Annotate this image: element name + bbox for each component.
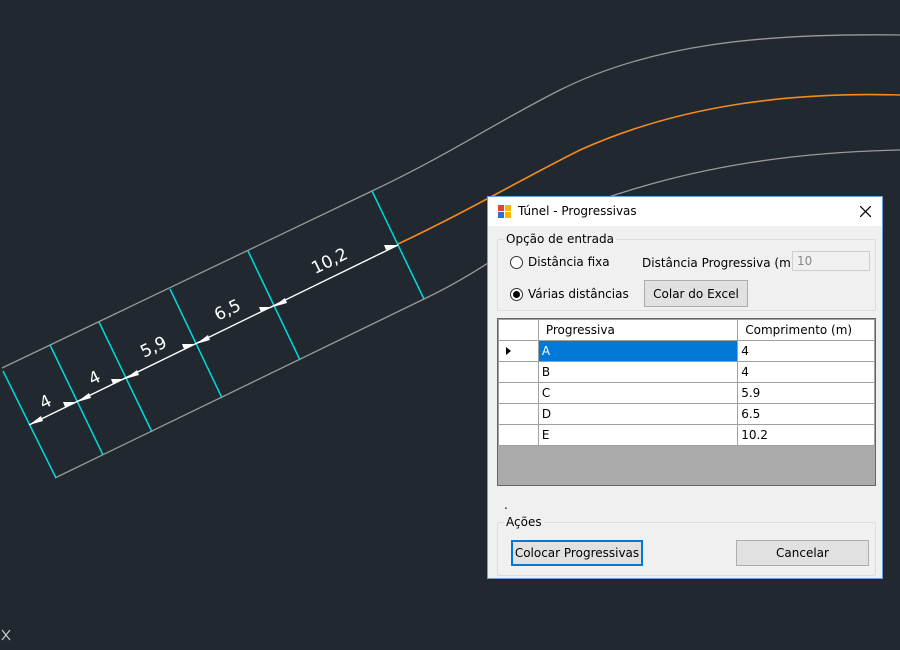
dimension-arrow [259,307,273,312]
cell-comprimento[interactable]: 4 [737,361,875,383]
dialog-titlebar[interactable]: Túnel - Progressivas [488,197,882,226]
dimension-arrow [125,370,139,379]
distance-label: Distância Progressiva (m): [642,256,800,270]
close-icon [860,206,871,217]
cell-progressiva[interactable]: E [537,424,739,446]
dimension-arrow [77,393,91,402]
row-header[interactable] [498,340,539,362]
dimension-label: 6,5 [211,296,244,326]
cell-comprimento[interactable]: 10.2 [737,424,875,446]
app-icon [498,205,512,218]
dimension-arrow [196,335,210,344]
cell-comprimento[interactable]: 5.9 [737,382,875,404]
current-row-arrow-icon [506,347,511,355]
ucs-icon [1,629,11,641]
tunnel-upper-edge [1,34,900,369]
dimension-arrow [182,344,196,349]
table-row[interactable]: E 10.2 [498,424,875,446]
dimension-label: 4 [37,391,55,414]
table-row[interactable]: D 6.5 [498,403,875,425]
actions-legend: Ações [504,515,544,529]
paste-excel-button[interactable]: Colar do Excel [644,280,748,307]
input-option-group: Opção de entrada [497,232,876,311]
grid-table: Progressiva Comprimento (m) A 4 B 4 C 5.… [498,319,875,446]
dialog-title: Túnel - Progressivas [518,204,637,218]
row-header[interactable] [498,361,539,383]
table-row[interactable]: C 5.9 [498,382,875,404]
cell-progressiva[interactable]: D [537,403,739,425]
actions-group: Ações [497,515,876,576]
column-header-progressiva[interactable]: Progressiva [537,319,739,341]
progressivas-grid[interactable]: Progressiva Comprimento (m) A 4 B 4 C 5.… [497,318,876,486]
grid-corner-cell [498,319,539,341]
station-line-2 [49,344,104,456]
input-option-legend: Opção de entrada [504,232,616,246]
dimension-label: 4 [86,367,104,390]
progressivas-dialog: Túnel - Progressivas Opção de entrada Di… [487,196,883,579]
radio-multiple-distances[interactable]: Várias distâncias [510,287,629,301]
cell-comprimento[interactable]: 4 [737,340,875,362]
dimension-arrow [29,416,43,425]
cancel-button[interactable]: Cancelar [736,540,869,566]
table-row[interactable]: A 4 [498,340,875,362]
dimension-arrow [384,245,398,250]
row-header[interactable] [498,382,539,404]
radio-multiple-circle[interactable] [510,287,523,301]
cell-progressiva[interactable]: C [537,382,739,404]
radio-fixed-distance[interactable]: Distância fixa [510,255,610,269]
dimension-label: 10,2 [308,244,351,279]
column-header-comprimento[interactable]: Comprimento (m) [737,319,875,341]
dimension-line [28,244,399,426]
radio-multiple-label: Várias distâncias [528,287,629,301]
distance-input[interactable] [792,251,870,271]
table-row[interactable]: B 4 [498,361,875,383]
row-header[interactable] [498,403,539,425]
dimension-arrow [273,298,287,307]
close-button[interactable] [848,197,882,226]
tunnel-centerline [397,93,900,245]
dimension-arrow [111,379,125,384]
cell-progressiva[interactable]: A [537,340,739,362]
stray-dot-label: . [504,498,508,512]
station-line-3 [98,321,153,433]
dimension-arrow [63,402,77,407]
radio-fixed-circle[interactable] [510,255,523,269]
radio-fixed-label: Distância fixa [528,255,610,269]
row-header[interactable] [498,424,539,446]
grid-header-row: Progressiva Comprimento (m) [498,319,875,341]
place-progressivas-button[interactable]: Colocar Progressivas [511,540,643,566]
cell-progressiva[interactable]: B [537,361,739,383]
cell-comprimento[interactable]: 6.5 [737,403,875,425]
